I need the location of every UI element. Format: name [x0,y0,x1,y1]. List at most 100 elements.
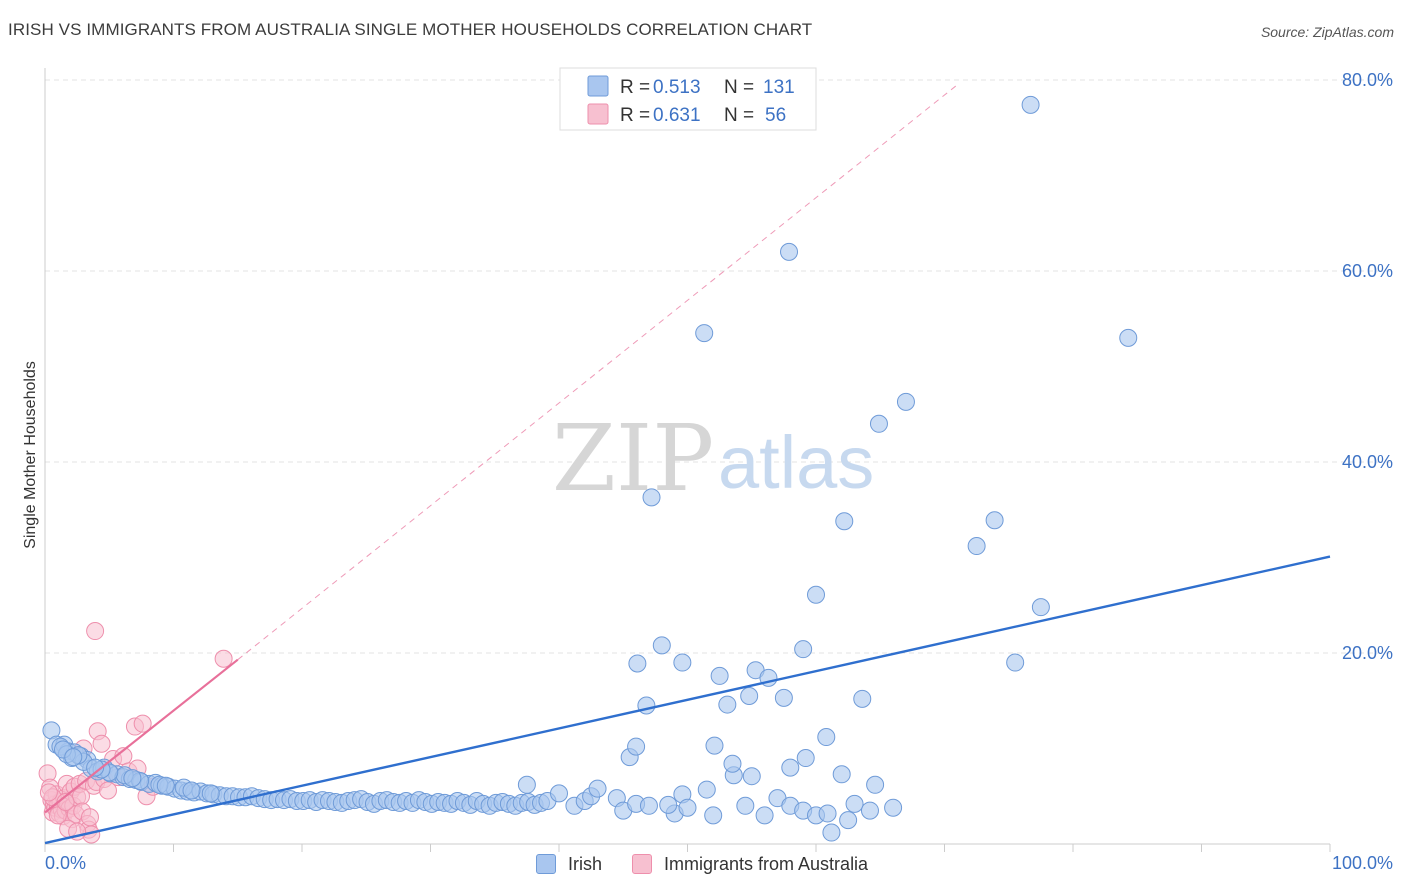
irish-point [817,728,836,747]
irish-point [628,654,647,673]
irish-point [774,688,793,707]
irish-point [839,811,858,830]
australia-point [86,622,105,641]
irish-point [985,511,1004,530]
irish-point [845,794,864,813]
irish-point [742,767,761,786]
legend-n-label-australia: N = [724,105,754,126]
irish-point [639,796,658,815]
legend-r-label-irish: R = [620,77,650,98]
irish-point [818,804,837,823]
irish-point [123,769,142,788]
y-tick-label-3: 80.0% [1342,70,1393,90]
irish-point [642,488,661,507]
irish-point [755,806,774,825]
watermark: ZIP atlas [552,405,874,512]
australia-point [98,781,117,800]
legend-n-value-irish: 131 [763,77,795,98]
watermark-atlas: atlas [718,421,874,504]
legend-r-value-australia: 0.631 [653,105,701,126]
irish-point [182,781,201,800]
legend-swatch-australia [587,103,609,125]
axes [44,68,1331,852]
y-tick-label-2: 60.0% [1342,261,1393,281]
irish-point [866,775,885,794]
series-legend-irish: Irish [536,854,602,875]
irish-point [1031,598,1050,617]
australia-point [92,734,111,753]
irish-point [740,686,759,705]
irish-point [884,798,903,817]
y-tick-label-0: 20.0% [1342,643,1393,663]
legend-n-value-australia: 56 [765,105,786,126]
australia-point [80,808,99,827]
irish-point [697,780,716,799]
irish-point [652,636,671,655]
irish-point [832,765,851,784]
irish-point [794,640,813,659]
y-axis-label: Single Mother Households [22,361,39,549]
grid-lines [45,79,1393,654]
irish-point [659,795,678,814]
irish-point [710,666,729,685]
chart-title: IRISH VS IMMIGRANTS FROM AUSTRALIA SINGL… [8,20,813,39]
irish-point [896,392,915,411]
irish-point [678,798,697,817]
irish-point [718,695,737,714]
irish-point [1021,95,1040,114]
irish-point [796,749,815,768]
irish-point [86,758,105,777]
irish-point [627,737,646,756]
legend-swatch-irish [587,75,609,97]
y-tick-labels: 20.0% 40.0% 60.0% 80.0% [1342,70,1393,663]
irish-point [550,784,568,803]
y-tick-label-1: 40.0% [1342,452,1393,472]
legend-n-label-irish: N = [724,77,754,98]
source-label: Source: ZipAtlas.com [1260,24,1394,40]
legend-r-value-irish: 0.513 [653,77,701,98]
series-legend: Irish Immigrants from Australia [536,852,898,876]
x-tick-max: 100.0% [1332,853,1393,873]
irish-point [588,779,607,798]
watermark-zip: ZIP [552,405,714,512]
series-swatch-australia [632,854,653,874]
australia-point [39,783,58,802]
series-swatch-irish [536,854,556,874]
legend-r-label-australia: R = [620,105,650,126]
irish-point [860,801,879,820]
irish-point [781,758,800,777]
irish-point [201,784,220,803]
correlation-legend: R = 0.513 N = 131 R = 0.631 N = 56 [559,67,817,131]
australia-point [133,714,152,733]
irish-point [64,748,83,767]
series-legend-australia: Immigrants from Australia [632,854,868,875]
australia-trend-extension [237,84,958,661]
irish-point [705,736,724,755]
australia-trend-line [44,658,239,814]
irish-point [736,796,755,815]
australia-points [38,622,233,844]
series-label-australia: Immigrants from Australia [664,853,869,874]
irish-point [780,242,799,261]
irish-point [853,689,872,708]
irish-point [156,776,175,795]
australia-point [48,806,67,825]
irish-point [695,324,714,343]
trend-lines [237,84,958,661]
irish-point [822,823,841,842]
australia-point [214,649,233,668]
irish-trend-line [44,555,1331,845]
irish-point [723,754,742,773]
irish-point [1006,653,1025,672]
irish-point [967,537,986,556]
irish-point [673,653,692,672]
x-tick-min: 0.0% [45,853,86,873]
irish-point [1119,328,1138,347]
irish-point [807,585,825,604]
series-label-irish: Irish [568,853,603,874]
irish-point [869,414,888,433]
irish-point [835,512,854,531]
irish-point [704,806,723,825]
irish-point [517,775,536,794]
